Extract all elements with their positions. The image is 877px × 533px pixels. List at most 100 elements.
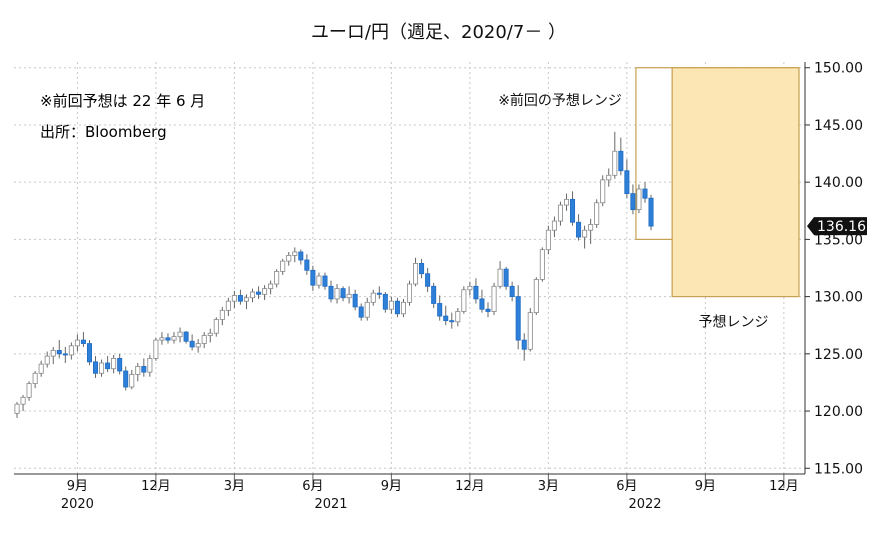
candle-body	[551, 220, 557, 231]
x-month-label: 9月	[695, 479, 716, 494]
candle-body	[334, 288, 340, 300]
candle-body	[68, 345, 74, 356]
candle-body	[479, 298, 485, 310]
candle-body	[86, 343, 92, 363]
source-note: 出所：Bloomberg	[40, 123, 167, 141]
candle-body	[485, 308, 491, 312]
candle-body	[147, 358, 153, 373]
candle-body	[413, 263, 419, 285]
candle-body	[111, 358, 117, 370]
candle-body	[225, 300, 231, 311]
candle-body	[340, 288, 346, 299]
candle-body	[509, 285, 515, 298]
candle-body	[364, 301, 370, 318]
candle-body	[50, 349, 56, 357]
candle-body	[20, 396, 26, 405]
candle-body	[588, 224, 594, 231]
candle-body	[612, 150, 618, 176]
candle-body	[237, 295, 243, 302]
chart-title: ユーロ/円（週足、2020/7－ ）	[310, 22, 567, 43]
candle-body	[129, 374, 135, 388]
candle-body	[570, 198, 576, 223]
candle-body	[576, 221, 582, 238]
candle-body	[26, 383, 32, 398]
y-tick-label: 135.00	[814, 232, 863, 248]
candle-body	[249, 291, 256, 299]
candle-body	[219, 309, 225, 320]
forecast-range-box	[671, 67, 800, 298]
candle-body	[328, 285, 334, 300]
candle-body	[165, 337, 171, 341]
y-tick-label: 115.00	[814, 461, 863, 477]
x-month-label: 3月	[224, 479, 245, 494]
candle-body	[38, 363, 44, 374]
candle-body	[624, 170, 630, 195]
candle-body	[406, 283, 413, 303]
candle-body	[304, 259, 310, 271]
candle-body	[539, 249, 545, 280]
previous-forecast-note: ※前回予想は 22 年 6 月	[40, 92, 206, 110]
candle-body	[74, 339, 80, 347]
x-month-label: 9月	[381, 479, 402, 494]
candle-body	[183, 331, 189, 342]
candle-body	[14, 403, 20, 414]
candle-body	[642, 188, 648, 199]
candle-body	[346, 293, 352, 299]
y-tick-label: 125.00	[814, 347, 863, 363]
forecast-range-label: 予想レンジ	[699, 315, 769, 331]
x-month-label: 9月	[67, 479, 88, 494]
candle-body	[310, 269, 316, 286]
candle-body	[419, 263, 425, 275]
y-tick-label: 130.00	[814, 290, 863, 306]
candle-body	[437, 303, 443, 317]
candle-body	[207, 332, 213, 336]
candle-body	[135, 366, 141, 375]
candle-body	[449, 320, 455, 323]
y-tick-label: 145.00	[814, 118, 863, 134]
candle-body	[177, 331, 183, 338]
candle-body	[189, 340, 195, 348]
candle-body	[563, 198, 570, 206]
candle-body	[268, 283, 274, 289]
candle-body	[582, 229, 588, 238]
candle-body	[527, 312, 533, 350]
candle-body	[274, 271, 280, 285]
y-tick-label: 120.00	[814, 404, 863, 420]
candle-body	[606, 174, 612, 181]
candle-body	[316, 275, 322, 286]
x-year-label: 2022	[628, 497, 661, 512]
last-price-label: 136.16	[817, 219, 866, 235]
candle-body	[195, 343, 201, 348]
candle-body	[431, 285, 437, 304]
x-month-label: 12月	[769, 479, 799, 494]
candle-body	[557, 204, 563, 222]
candle-body	[62, 353, 68, 356]
y-tick-label: 140.00	[814, 175, 863, 191]
candle-body	[280, 260, 286, 272]
candle-body	[123, 370, 129, 388]
candle-body	[521, 339, 527, 350]
candle-body	[461, 289, 467, 312]
y-tick-label: 150.00	[814, 61, 863, 77]
x-month-label: 3月	[538, 479, 559, 494]
candle-body	[467, 285, 473, 291]
candle-body	[594, 202, 600, 225]
candle-body	[376, 292, 382, 295]
candle-body	[388, 300, 394, 310]
candle-body	[117, 358, 123, 372]
candle-body	[93, 361, 99, 374]
x-year-label: 2021	[314, 497, 347, 512]
candle-body	[491, 285, 497, 312]
candle-body	[141, 366, 147, 373]
candle-body	[292, 251, 298, 256]
candle-body	[455, 311, 461, 323]
candle-body	[298, 251, 304, 261]
candle-body	[630, 193, 636, 211]
candle-body	[153, 339, 159, 359]
x-month-label: 12月	[455, 479, 485, 494]
x-month-label: 6月	[302, 479, 323, 494]
candle-body	[515, 296, 521, 341]
candle-body	[394, 300, 400, 315]
candle-body	[171, 336, 177, 341]
